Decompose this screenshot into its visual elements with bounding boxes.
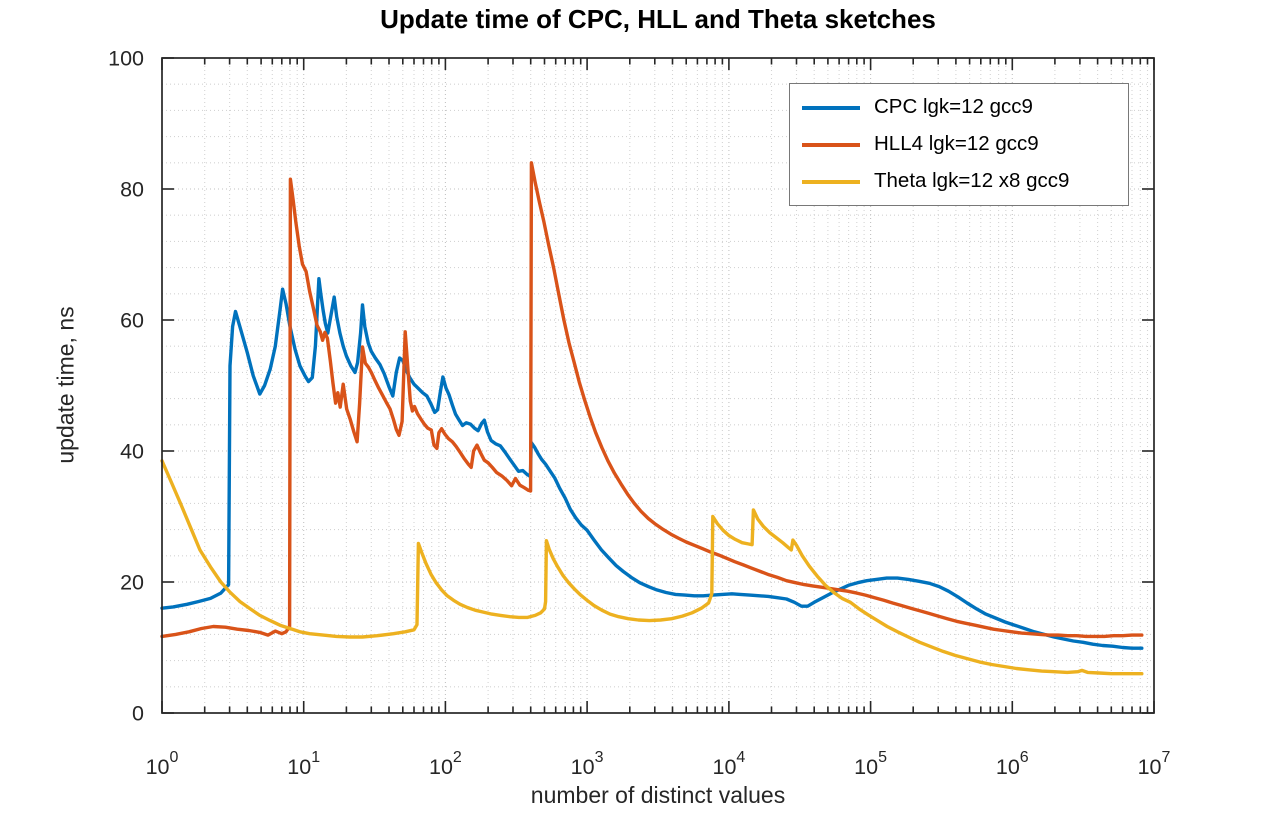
svg-text:0: 0 (132, 702, 144, 726)
svg-text:104: 104 (712, 749, 745, 779)
axes-frame (161, 57, 1155, 714)
legend-line-sample (802, 142, 860, 147)
legend-item-1: HLL4 lgk=12 gcc9 (790, 134, 1128, 155)
svg-text:20: 20 (120, 571, 144, 595)
y-grid (162, 83, 1154, 688)
series-line-1 (160, 161, 1144, 639)
chart-title: Update time of CPC, HLL and Theta sketch… (380, 4, 936, 34)
series-line-2 (160, 459, 1144, 676)
svg-text:103: 103 (571, 749, 604, 779)
legend-line-sample (802, 105, 860, 110)
x-tick-labels: 100 101 102 103 104 105 106 107 (146, 749, 1171, 779)
svg-text:102: 102 (429, 749, 462, 779)
legend-line-sample (802, 179, 860, 184)
legend-label: CPC lgk=12 gcc9 (874, 95, 1033, 119)
x-axis-label: number of distinct values (530, 782, 786, 808)
legend: CPC lgk=12 gcc9 HLL4 lgk=12 gcc9 Theta lgk… (789, 83, 1129, 206)
y-axis-label: update time, ns (52, 306, 79, 464)
svg-text:40: 40 (120, 440, 144, 464)
svg-text:105: 105 (854, 749, 887, 779)
svg-text:107: 107 (1138, 749, 1171, 779)
legend-item-2: Theta lgk=12 x8 gcc9 (790, 171, 1128, 192)
legend-label: Theta lgk=12 x8 gcc9 (874, 169, 1070, 193)
y-tick-labels: 0 20 40 60 80 100 (108, 47, 144, 726)
svg-text:101: 101 (287, 749, 320, 779)
svg-text:100: 100 (146, 749, 179, 779)
legend-item-0: CPC lgk=12 gcc9 (790, 97, 1128, 118)
svg-text:60: 60 (120, 309, 144, 333)
series-line-0 (160, 277, 1144, 650)
legend-label: HLL4 lgk=12 gcc9 (874, 132, 1039, 156)
svg-text:100: 100 (108, 47, 144, 71)
svg-text:106: 106 (996, 749, 1029, 779)
svg-text:80: 80 (120, 178, 144, 202)
